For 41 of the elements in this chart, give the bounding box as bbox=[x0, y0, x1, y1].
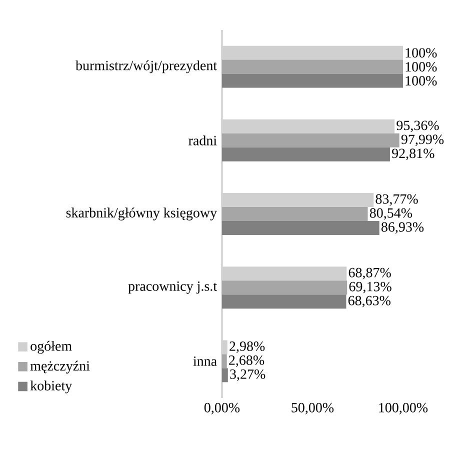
bar bbox=[222, 340, 228, 354]
data-label: 69,13% bbox=[349, 282, 392, 294]
bar bbox=[222, 280, 348, 295]
data-label: 80,54% bbox=[370, 208, 412, 220]
bar bbox=[222, 354, 227, 368]
bar bbox=[222, 147, 390, 162]
data-label: 2,98% bbox=[230, 341, 265, 353]
data-label: 100% bbox=[406, 48, 437, 58]
y-tick-label: inna bbox=[193, 356, 217, 366]
bar bbox=[222, 294, 346, 309]
bar bbox=[222, 220, 380, 235]
data-label: 68,63% bbox=[348, 296, 390, 308]
data-label: 100% bbox=[406, 62, 437, 72]
x-tick-label: 50,00% bbox=[292, 402, 334, 414]
data-label: 86,93% bbox=[381, 222, 424, 234]
y-tick-label: burmistrz/wójt/prezydent bbox=[76, 60, 217, 74]
bar bbox=[222, 46, 403, 60]
data-label: 100% bbox=[406, 76, 437, 86]
data-label: 68,87% bbox=[348, 268, 391, 280]
legend-label: ogółem bbox=[30, 340, 72, 354]
bar bbox=[222, 207, 368, 221]
data-label: 92,81% bbox=[392, 148, 434, 160]
data-label: 97,99% bbox=[401, 134, 444, 146]
bar bbox=[222, 266, 347, 281]
bar bbox=[222, 74, 403, 88]
bar bbox=[222, 193, 374, 208]
y-tick-label: pracownicy j.s.t bbox=[128, 281, 217, 294]
bar bbox=[222, 60, 403, 74]
y-tick-label: radni bbox=[188, 135, 217, 146]
legend-label: kobiety bbox=[30, 380, 72, 394]
bar bbox=[222, 119, 395, 134]
data-label: 3,27% bbox=[230, 369, 266, 381]
bar bbox=[222, 368, 228, 382]
legend-label: mężczyźni bbox=[30, 360, 90, 374]
bar bbox=[222, 133, 400, 148]
data-label: 2,68% bbox=[229, 355, 264, 367]
y-tick-label: skarbnik/główny księgowy bbox=[66, 208, 217, 220]
x-tick-label: 0,00% bbox=[204, 402, 240, 414]
data-label: 95,36% bbox=[396, 120, 439, 132]
x-tick-label: 100,00% bbox=[379, 402, 428, 414]
data-label: 83,77% bbox=[376, 194, 418, 206]
